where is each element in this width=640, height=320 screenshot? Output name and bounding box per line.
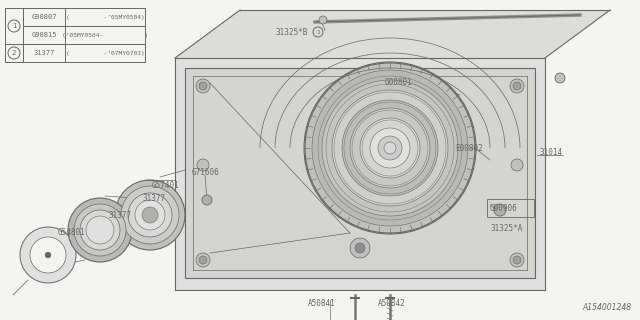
Text: G57401: G57401 [152,180,180,189]
Text: 1: 1 [12,23,16,29]
Circle shape [510,79,524,93]
Text: 31014: 31014 [540,148,563,156]
Circle shape [511,159,523,171]
Text: G71606: G71606 [192,167,220,177]
Text: (         -’05MY0504): ( -’05MY0504) [66,14,145,20]
Text: G00801: G00801 [385,77,413,86]
Circle shape [197,159,209,171]
Text: A50842: A50842 [378,300,406,308]
Circle shape [68,198,132,262]
Circle shape [128,193,172,237]
Circle shape [319,16,327,24]
Circle shape [20,227,76,283]
Text: G54801: G54801 [58,228,86,236]
Text: 31325*B: 31325*B [275,28,307,36]
Text: A50841: A50841 [308,300,336,308]
Circle shape [322,80,458,216]
Circle shape [332,90,448,206]
Text: 31377: 31377 [142,194,165,203]
Text: 1: 1 [316,29,320,35]
Circle shape [45,252,51,258]
Circle shape [510,253,524,267]
Circle shape [355,243,365,253]
Polygon shape [175,10,610,58]
Text: 31377: 31377 [108,211,131,220]
Circle shape [378,136,402,160]
Circle shape [555,73,565,83]
Circle shape [305,63,475,233]
Text: A154001248: A154001248 [583,303,632,312]
Circle shape [360,118,420,178]
Circle shape [74,204,126,256]
Circle shape [350,108,430,188]
Text: 2: 2 [12,50,16,56]
Circle shape [342,100,438,196]
Circle shape [196,79,210,93]
Circle shape [196,253,210,267]
Circle shape [202,195,212,205]
Circle shape [142,207,158,223]
Circle shape [494,204,506,216]
Text: G90906: G90906 [490,204,518,212]
Text: G90807: G90807 [31,14,57,20]
Text: G90815: G90815 [31,32,57,38]
Polygon shape [185,68,535,278]
Circle shape [135,200,165,230]
Circle shape [513,256,521,264]
Polygon shape [175,58,545,290]
Text: E00802: E00802 [455,143,483,153]
Circle shape [370,128,410,168]
Text: 31325*A: 31325*A [490,223,522,233]
Circle shape [350,238,370,258]
Circle shape [121,186,179,244]
Text: (’05MY0504-           ): (’05MY0504- ) [62,33,148,37]
Circle shape [86,216,114,244]
Circle shape [199,256,207,264]
Circle shape [312,70,468,226]
Text: 31377: 31377 [33,50,54,56]
Circle shape [115,180,185,250]
Circle shape [384,142,396,154]
Text: (         -’07MY0703): ( -’07MY0703) [66,51,145,55]
Circle shape [30,237,66,273]
Circle shape [513,82,521,90]
Circle shape [80,210,120,250]
Circle shape [199,82,207,90]
